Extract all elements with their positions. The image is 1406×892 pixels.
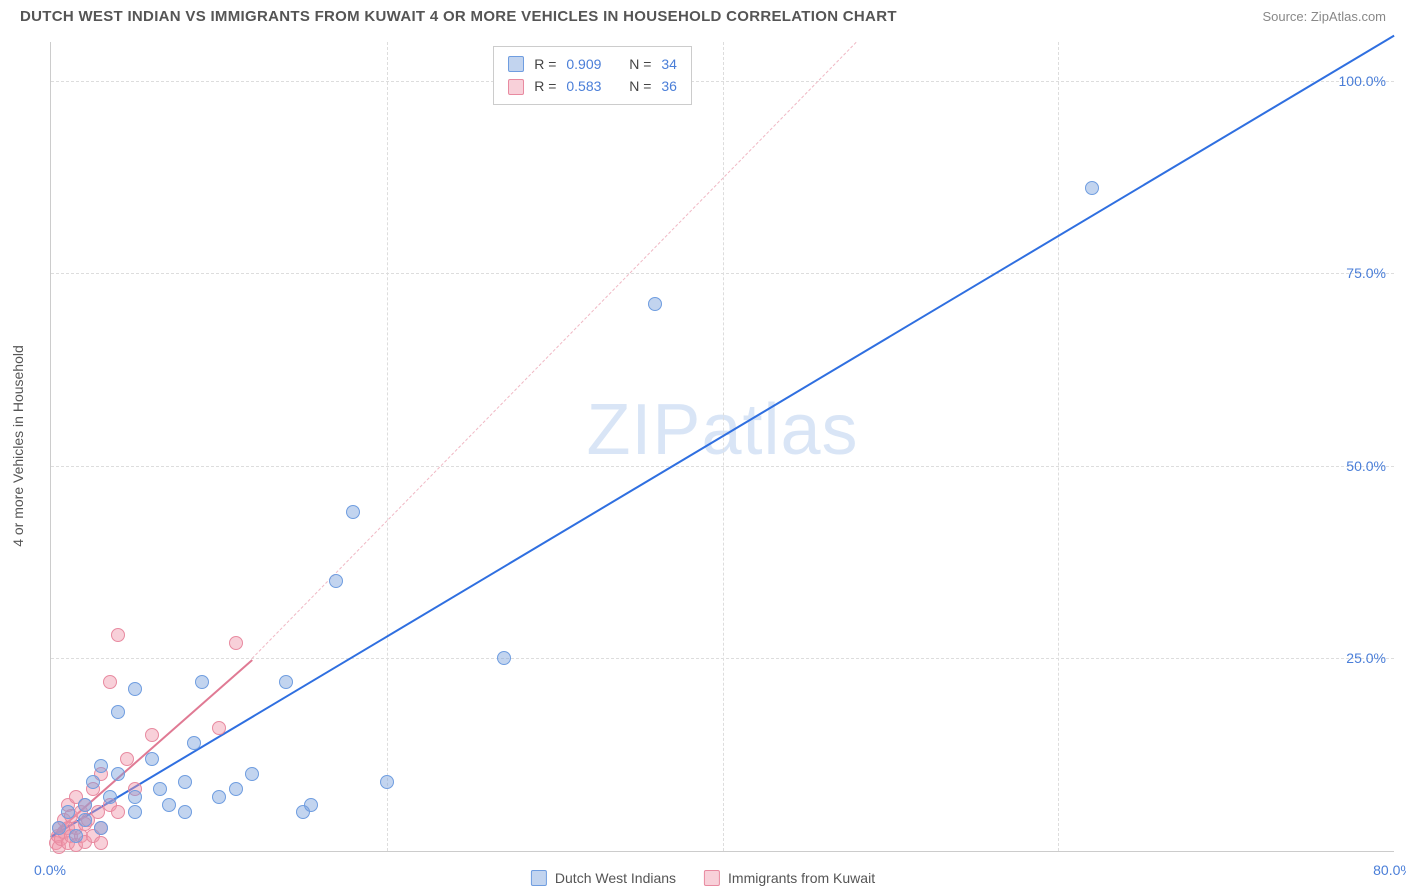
- legend-series-item: Immigrants from Kuwait: [704, 870, 875, 886]
- scatter-point-pink: [145, 728, 159, 742]
- scatter-point-blue: [128, 805, 142, 819]
- gridline-v: [387, 42, 388, 851]
- scatter-point-pink: [111, 628, 125, 642]
- gridline-v: [723, 42, 724, 851]
- legend-swatch: [508, 56, 524, 72]
- legend-n-label: N =: [629, 53, 651, 75]
- x-tick-label: 0.0%: [34, 862, 66, 878]
- legend-series-item: Dutch West Indians: [531, 870, 676, 886]
- scatter-point-blue: [380, 775, 394, 789]
- scatter-point-blue: [128, 682, 142, 696]
- scatter-point-blue: [145, 752, 159, 766]
- scatter-point-pink: [103, 675, 117, 689]
- y-axis-label: 4 or more Vehicles in Household: [10, 345, 26, 547]
- legend-n-label: N =: [629, 75, 651, 97]
- legend-swatch: [704, 870, 720, 886]
- scatter-point-blue: [153, 782, 167, 796]
- scatter-point-blue: [212, 790, 226, 804]
- legend-series-label: Immigrants from Kuwait: [728, 870, 875, 886]
- gridline-v: [1058, 42, 1059, 851]
- legend-r-value: 0.583: [566, 75, 601, 97]
- scatter-point-blue: [111, 767, 125, 781]
- chart-plot-area: ZIPatlas 25.0%50.0%75.0%100.0%: [50, 42, 1394, 852]
- scatter-point-blue: [304, 798, 318, 812]
- scatter-point-blue: [497, 651, 511, 665]
- scatter-point-blue: [346, 505, 360, 519]
- scatter-point-blue: [103, 790, 117, 804]
- scatter-point-blue: [648, 297, 662, 311]
- scatter-point-pink: [212, 721, 226, 735]
- legend-r-label: R =: [534, 75, 556, 97]
- y-tick-label: 100.0%: [1339, 73, 1386, 89]
- scatter-point-pink: [111, 805, 125, 819]
- scatter-point-blue: [279, 675, 293, 689]
- y-tick-label: 75.0%: [1346, 265, 1386, 281]
- scatter-point-blue: [128, 790, 142, 804]
- legend-n-value: 34: [661, 53, 677, 75]
- legend-row: R = 0.583 N = 36: [508, 75, 677, 97]
- scatter-point-blue: [86, 775, 100, 789]
- scatter-point-blue: [229, 782, 243, 796]
- scatter-point-blue: [178, 805, 192, 819]
- scatter-point-blue: [162, 798, 176, 812]
- scatter-point-blue: [69, 829, 83, 843]
- scatter-point-pink: [229, 636, 243, 650]
- legend-r-label: R =: [534, 53, 556, 75]
- legend-swatch: [531, 870, 547, 886]
- source-label: Source: ZipAtlas.com: [1262, 9, 1386, 24]
- chart-title: DUTCH WEST INDIAN VS IMMIGRANTS FROM KUW…: [20, 8, 897, 25]
- scatter-point-blue: [52, 821, 66, 835]
- scatter-point-blue: [61, 805, 75, 819]
- scatter-point-blue: [78, 798, 92, 812]
- scatter-point-blue: [178, 775, 192, 789]
- legend-n-value: 36: [661, 75, 677, 97]
- trend-line-dashed: [252, 42, 857, 659]
- legend-row: R = 0.909 N = 34: [508, 53, 677, 75]
- legend-swatch: [508, 79, 524, 95]
- legend-correlation-box: R = 0.909 N = 34 R = 0.583 N = 36: [493, 46, 692, 105]
- legend-bottom: Dutch West Indians Immigrants from Kuwait: [531, 870, 875, 886]
- legend-r-value: 0.909: [566, 53, 601, 75]
- scatter-point-pink: [94, 836, 108, 850]
- scatter-point-blue: [111, 705, 125, 719]
- scatter-point-blue: [195, 675, 209, 689]
- scatter-point-blue: [1085, 181, 1099, 195]
- scatter-point-blue: [94, 821, 108, 835]
- scatter-point-blue: [187, 736, 201, 750]
- scatter-point-blue: [94, 759, 108, 773]
- scatter-point-pink: [120, 752, 134, 766]
- x-tick-label: 80.0%: [1373, 862, 1406, 878]
- y-tick-label: 25.0%: [1346, 650, 1386, 666]
- scatter-point-blue: [329, 574, 343, 588]
- scatter-point-blue: [245, 767, 259, 781]
- scatter-point-blue: [78, 813, 92, 827]
- legend-series-label: Dutch West Indians: [555, 870, 676, 886]
- y-tick-label: 50.0%: [1346, 458, 1386, 474]
